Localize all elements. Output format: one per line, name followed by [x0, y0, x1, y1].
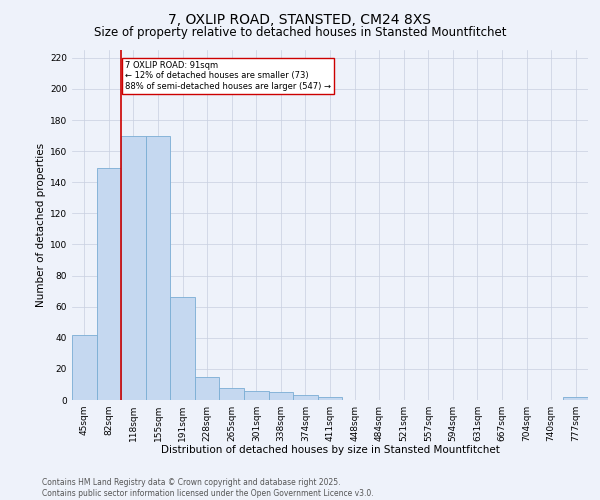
- Bar: [72, 334, 97, 400]
- Bar: [293, 396, 318, 400]
- Bar: [170, 298, 195, 400]
- X-axis label: Distribution of detached houses by size in Stansted Mountfitchet: Distribution of detached houses by size …: [161, 446, 499, 456]
- Text: 7 OXLIP ROAD: 91sqm
← 12% of detached houses are smaller (73)
88% of semi-detach: 7 OXLIP ROAD: 91sqm ← 12% of detached ho…: [125, 61, 331, 90]
- Bar: [195, 376, 220, 400]
- Bar: [146, 136, 170, 400]
- Bar: [97, 168, 121, 400]
- Bar: [121, 136, 146, 400]
- Y-axis label: Number of detached properties: Number of detached properties: [36, 143, 46, 307]
- Text: Size of property relative to detached houses in Stansted Mountfitchet: Size of property relative to detached ho…: [94, 26, 506, 39]
- Bar: [244, 390, 269, 400]
- Text: 7, OXLIP ROAD, STANSTED, CM24 8XS: 7, OXLIP ROAD, STANSTED, CM24 8XS: [169, 12, 431, 26]
- Bar: [269, 392, 293, 400]
- Bar: [318, 397, 342, 400]
- Bar: [220, 388, 244, 400]
- Bar: [563, 397, 588, 400]
- Text: Contains HM Land Registry data © Crown copyright and database right 2025.
Contai: Contains HM Land Registry data © Crown c…: [42, 478, 374, 498]
